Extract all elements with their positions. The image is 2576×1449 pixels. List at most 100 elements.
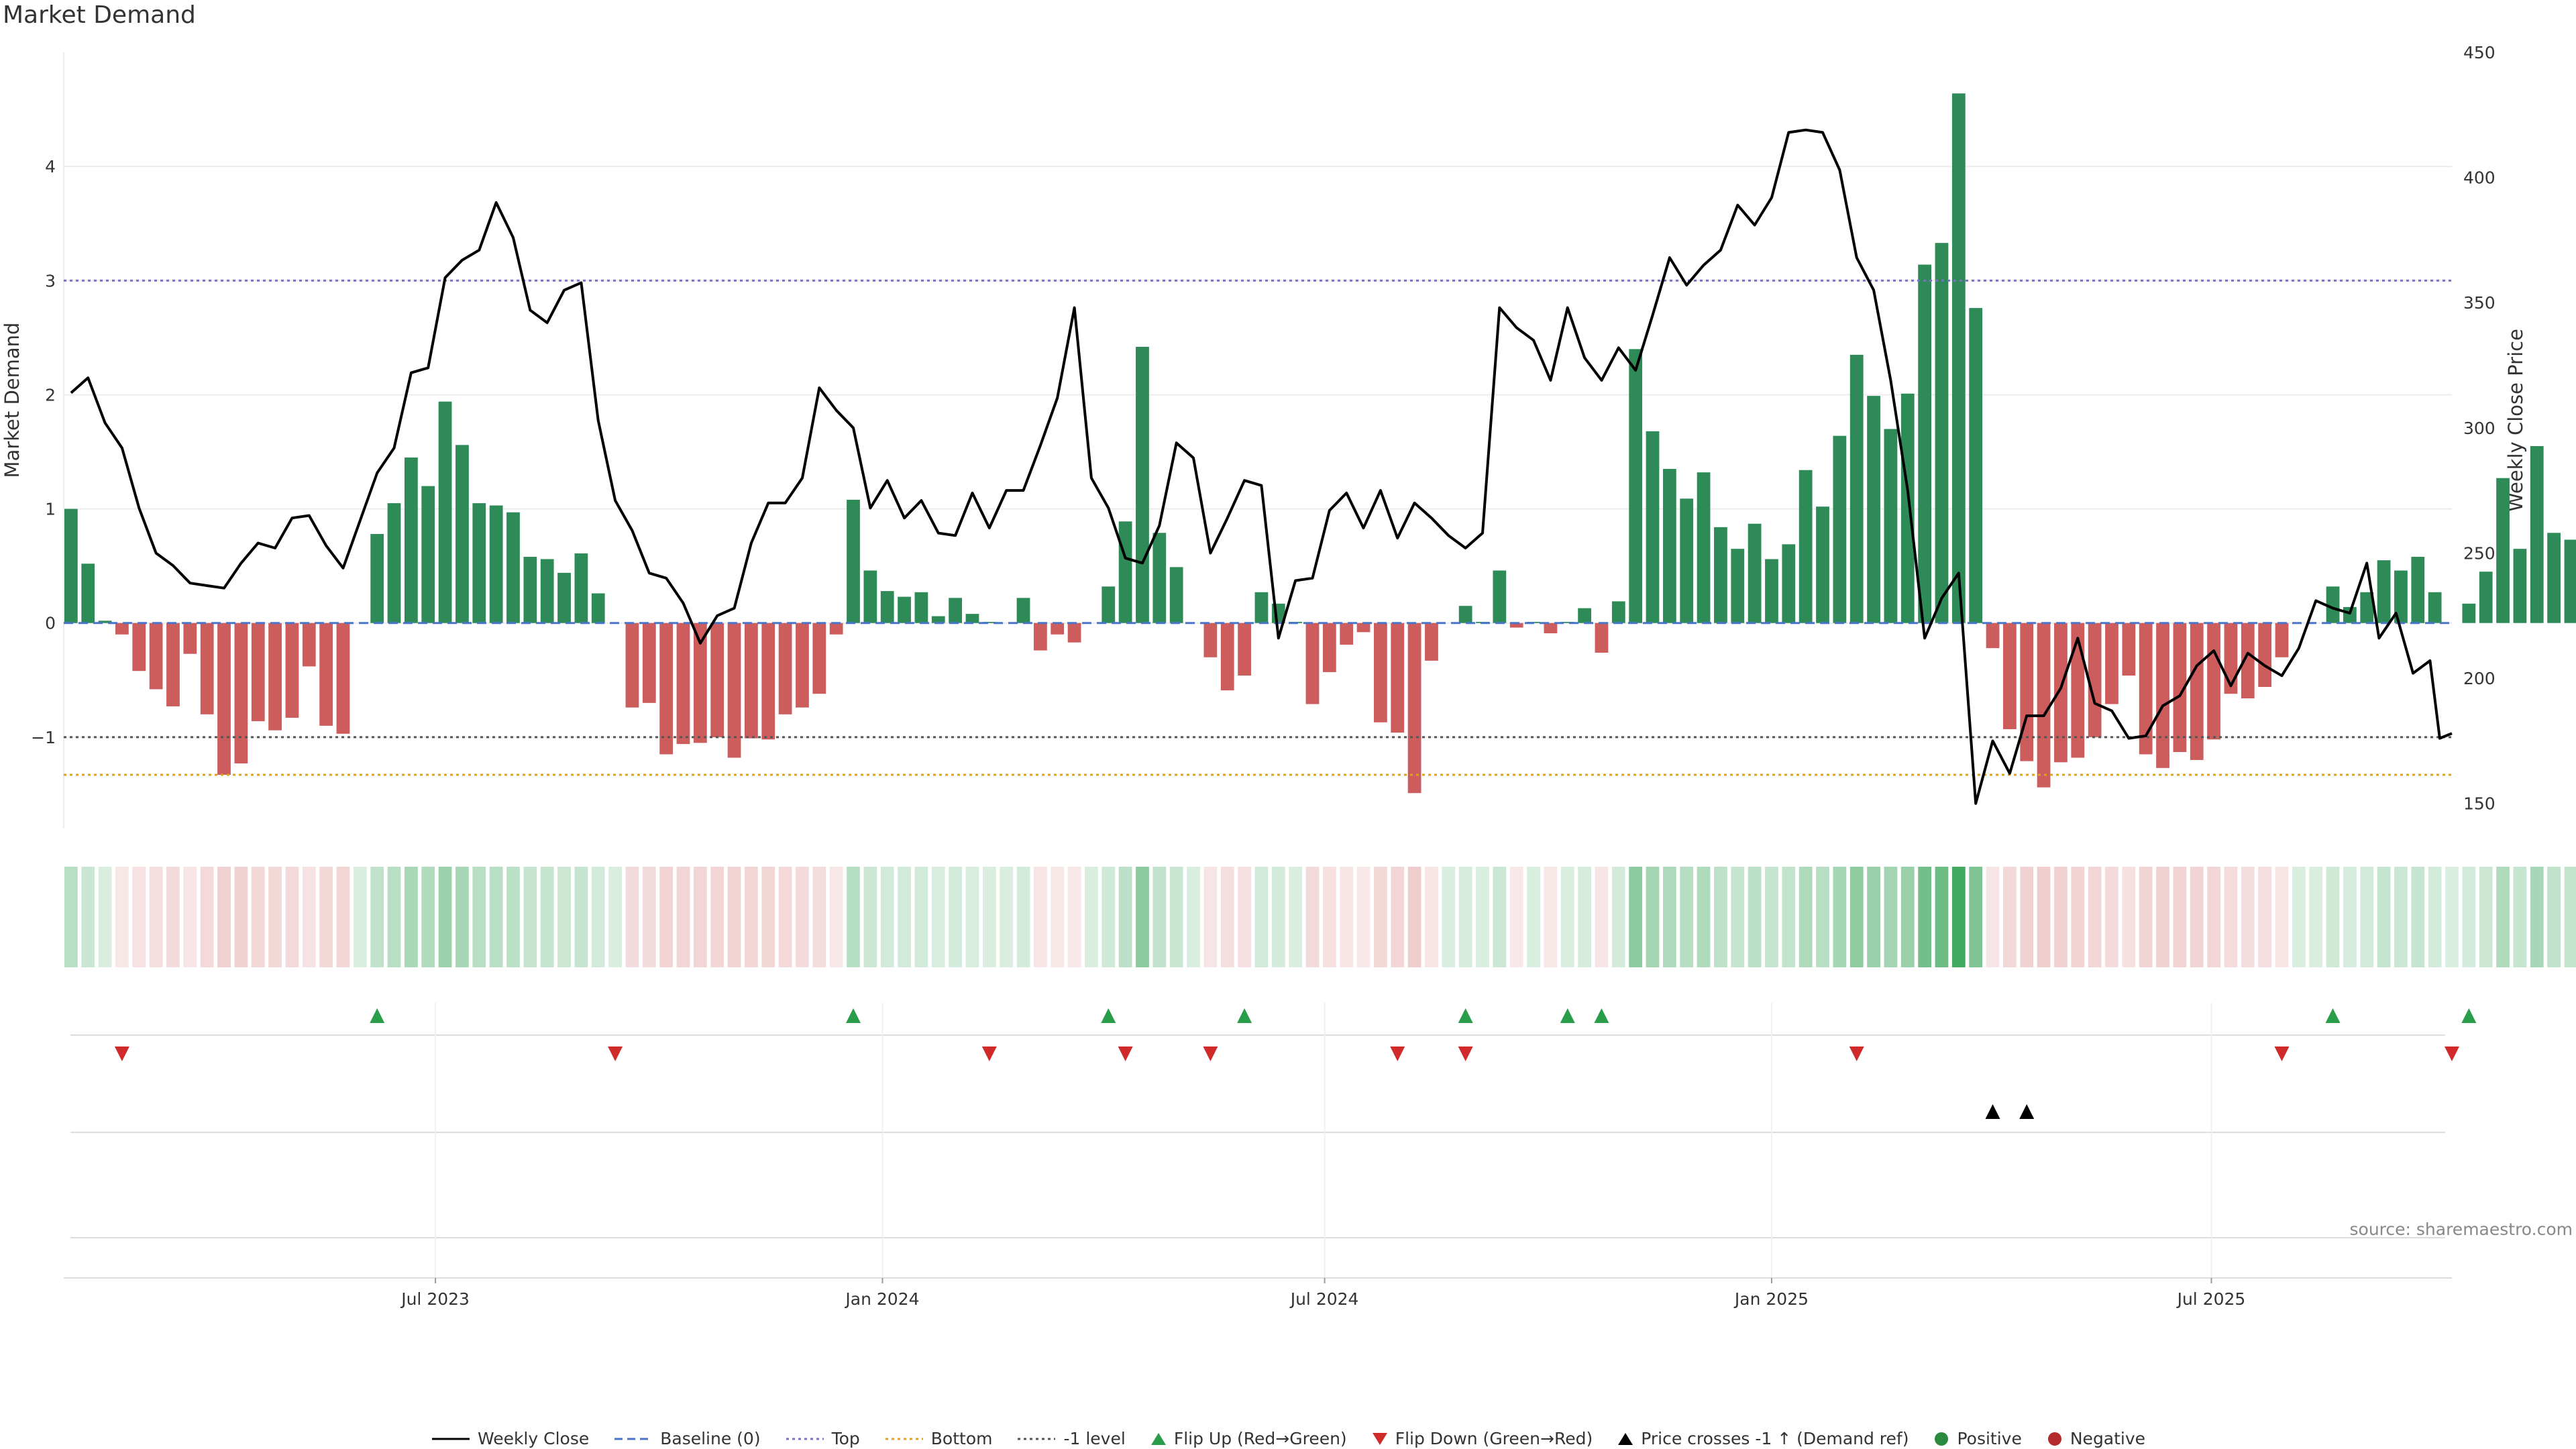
heat-cell: [166, 867, 180, 967]
y-tick-label-right: 200: [2463, 669, 2496, 688]
y-tick-label-left: 1: [45, 500, 56, 519]
demand-bar: [1884, 429, 1898, 623]
heat-cell: [455, 867, 469, 967]
demand-bar: [166, 623, 180, 706]
heat-cell: [506, 867, 520, 967]
demand-bar: [1799, 470, 1813, 623]
flip-up-marker: [846, 1008, 861, 1023]
heat-cell: [234, 867, 248, 967]
heat-cell: [1442, 867, 1456, 967]
demand-bar: [200, 623, 214, 714]
demand-bar: [1646, 431, 1660, 623]
demand-bar: [863, 570, 877, 623]
demand-bar: [591, 593, 605, 623]
demand-bar: [727, 623, 741, 758]
heat-cell: [1765, 867, 1778, 967]
heat-cell: [81, 867, 95, 967]
heat-cell: [2445, 867, 2459, 967]
heat-cell: [1986, 867, 2000, 967]
demand-bar: [642, 623, 656, 703]
flip-up-marker: [1594, 1008, 1609, 1023]
heat-cell: [1391, 867, 1405, 967]
demand-bar: [1322, 623, 1336, 672]
demand-bar: [98, 621, 112, 623]
demand-bar: [2377, 560, 2391, 623]
heat-cell: [1646, 867, 1660, 967]
heat-cell: [1884, 867, 1898, 967]
heat-cell: [880, 867, 894, 967]
heat-cell: [2156, 867, 2169, 967]
heat-cell: [1935, 867, 1949, 967]
triangle-down-legend-swatch: [1372, 1432, 1387, 1445]
heat-cell: [370, 867, 384, 967]
heat-cell: [438, 867, 452, 967]
demand-bar: [523, 557, 537, 623]
heat-cell: [982, 867, 996, 967]
heat-cell: [829, 867, 843, 967]
y-tick-label-left: 3: [45, 271, 56, 290]
heat-cell: [2462, 867, 2476, 967]
chart-legend: Weekly Close Baseline (0) Top Bottom -1 leve…: [0, 1428, 2576, 1449]
heat-cell: [676, 867, 690, 967]
flip-down-marker: [1458, 1046, 1473, 1061]
heat-cell: [2309, 867, 2323, 967]
heat-cell: [98, 867, 112, 967]
heat-cell: [965, 867, 979, 967]
demand-bar: [693, 623, 707, 743]
heat-cell: [336, 867, 350, 967]
demand-bar: [1458, 606, 1472, 623]
heat-cell: [1782, 867, 1796, 967]
y-tick-label-right: 350: [2463, 293, 2496, 313]
demand-bar: [2173, 623, 2187, 753]
demand-bar: [761, 623, 775, 740]
heat-cell: [2479, 867, 2493, 967]
demand-bar: [898, 596, 911, 623]
demand-bar: [183, 623, 197, 654]
legend-label: Negative: [2070, 1428, 2146, 1448]
demand-bar: [2360, 592, 2374, 623]
demand-bar: [1238, 623, 1251, 676]
heat-cell: [2173, 867, 2187, 967]
demand-bar: [2564, 539, 2576, 623]
flip-up-marker: [1101, 1008, 1116, 1023]
heat-cell: [1629, 867, 1643, 967]
demand-bar: [336, 623, 350, 734]
heat-cell: [1697, 867, 1711, 967]
demand-bar: [268, 623, 282, 731]
legend-label: Flip Down (Green→Red): [1395, 1428, 1593, 1448]
flip-up-marker: [1237, 1008, 1252, 1023]
demand-bar: [115, 623, 129, 635]
heat-cell: [2190, 867, 2204, 967]
demand-bar: [2479, 572, 2493, 623]
flip-down-marker: [114, 1046, 129, 1061]
demand-bar: [914, 592, 928, 623]
demand-bar: [1152, 533, 1167, 623]
demand-bar: [2513, 549, 2527, 623]
dotted-line-legend-swatch: [786, 1438, 824, 1440]
heat-cell: [2224, 867, 2238, 967]
heat-cell: [387, 867, 401, 967]
heat-cell: [2326, 867, 2340, 967]
demand-bar: [472, 503, 486, 623]
y-axis-label-left: Market Demand: [1, 323, 23, 478]
demand-bar: [421, 486, 435, 623]
heat-cell: [2258, 867, 2272, 967]
demand-bar: [1629, 349, 1643, 623]
demand-bar: [1509, 623, 1523, 628]
demand-bar: [1425, 623, 1438, 661]
demand-bar: [2002, 623, 2017, 729]
legend-label: -1 level: [1063, 1428, 1126, 1448]
demand-bar: [1595, 623, 1609, 653]
demand-bar: [676, 623, 690, 745]
demand-bar: [1407, 623, 1421, 794]
demand-bar: [2037, 623, 2051, 788]
demand-bar: [1782, 544, 1796, 623]
demand-bar: [2020, 623, 2034, 761]
heat-cell: [1951, 867, 1966, 967]
heat-cell: [2020, 867, 2034, 967]
heat-cell: [1271, 867, 1285, 967]
legend-item: Top: [785, 1428, 860, 1449]
y-tick-label-right: 450: [2463, 43, 2496, 62]
heat-cell: [1611, 867, 1625, 967]
demand-bar: [1731, 549, 1745, 623]
